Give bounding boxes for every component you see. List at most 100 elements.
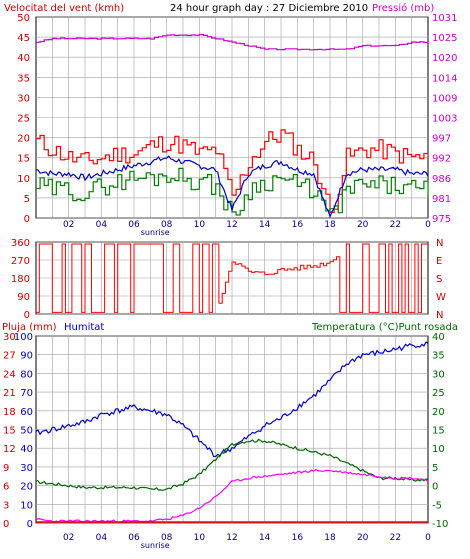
hour-tick-label: 20 [357,220,369,230]
dew-point-line [35,469,429,523]
compass-tick-label: N [436,310,443,321]
hour-tick-label: 22 [390,220,401,230]
wind-tick-label: 25 [17,114,30,125]
humidity-tick-label: 70 [20,388,33,399]
pressure-tick-label: 986 [432,174,451,185]
wind-axis-title: Velocitat del vent (kmh) [4,3,124,14]
humidity-tick-label: 30 [20,463,33,474]
hour-tick-label: 06 [128,220,140,230]
wind-direction-line [36,243,428,313]
hour-tick-label: 10 [194,533,206,543]
hour-tick-label: 22 [390,533,401,543]
wind-tick-label: 20 [17,134,30,145]
hour-tick-label: 02 [63,533,74,543]
compass-tick-label: N [436,238,443,249]
pressure-tick-label: 1031 [432,13,457,24]
sunrise-label: sunrise [141,541,170,550]
hour-tick-label: 10 [194,220,206,230]
sunrise-label: sunrise [141,228,170,237]
pressure-tick-label: 975 [432,214,451,225]
hour-tick-label: 18 [324,220,336,230]
rain-tick-label: 24 [3,369,16,380]
wind-gust-line [36,129,429,213]
humidity-line [35,341,429,458]
pressure-tick-label: 1014 [432,73,457,84]
midnight-tick-label: 0 [425,220,431,230]
wind-tick-label: 35 [17,73,30,84]
rain-tick-label: 27 [3,351,16,362]
compass-tick-label: E [436,256,442,267]
chart-title: 24 hour graph day : 27 Diciembre 2010 [170,3,368,14]
temperature-tick-label: -10 [432,519,448,530]
humidity-tick-label: 60 [20,407,33,418]
rain-tick-label: 12 [3,444,16,455]
hour-tick-label: 12 [226,533,237,543]
midnight-tick-label: 0 [425,533,431,543]
hour-tick-label: 04 [96,533,108,543]
compass-tick-label: W [436,292,446,303]
temperature-tick-label: 35 [432,351,445,362]
humidity-tick-label: 90 [20,351,33,362]
pressure-tick-label: 1003 [432,114,457,125]
temperature-tick-label: 30 [432,369,445,380]
rain-axis-title: Pluja (mm) [2,322,57,333]
rain-tick-label: 6 [3,482,9,493]
direction-tick-label: 360 [11,238,30,249]
hour-tick-label: 20 [357,533,369,543]
humidity-tick-label: 0 [27,519,33,530]
wind-tick-label: 10 [17,174,30,185]
rain-tick-label: 21 [3,388,16,399]
temperature-tick-label: 5 [432,463,438,474]
pressure-tick-label: 1025 [432,33,457,44]
wind-average-line [35,155,429,219]
hour-tick-label: 18 [324,533,336,543]
wind-tick-label: 50 [17,13,30,24]
hour-tick-label: 14 [259,220,271,230]
hour-tick-label: 12 [226,220,237,230]
pressure-tick-label: 981 [432,194,451,205]
pressure-axis-title: Pressió (mb) [372,2,434,14]
wind-tick-label: 45 [17,33,30,44]
hour-tick-label: 08 [161,533,173,543]
rain-tick-label: 0 [3,519,9,530]
wind-tick-label: 0 [24,214,30,225]
hour-tick-label: 02 [63,220,74,230]
pressure-tick-label: 997 [432,134,451,145]
hour-tick-label: 16 [292,220,304,230]
pressure-tick-label: 1009 [432,93,457,104]
temperature-tick-label: 10 [432,444,445,455]
temperature-tick-label: 0 [432,482,438,493]
humidity-tick-label: 10 [20,500,33,511]
wind-tick-label: 15 [17,154,30,165]
humidity-tick-label: 80 [20,369,33,380]
hour-tick-label: 08 [161,220,173,230]
humidity-tick-label: 40 [20,444,33,455]
rain-tick-label: 3 [3,500,9,511]
humidity-tick-label: 20 [20,482,33,493]
humidity-axis-title: Humitat [64,322,104,333]
temperature-tick-label: 20 [432,407,445,418]
pressure-line [36,33,429,51]
direction-tick-label: 90 [17,292,30,303]
grid-layer [36,16,428,524]
hour-tick-label: 06 [128,533,140,543]
humidity-tick-label: 50 [20,426,33,437]
series-layer [35,33,429,523]
rain-tick-label: 30 [3,332,16,343]
pressure-tick-label: 992 [432,154,451,165]
pressure-tick-label: 1020 [432,53,457,64]
rain-tick-label: 18 [3,407,16,418]
wind-tick-label: 5 [24,194,30,205]
direction-tick-label: 180 [11,274,30,285]
rain-tick-label: 15 [3,426,16,437]
hour-tick-label: 14 [259,533,271,543]
hour-tick-label: 16 [292,533,304,543]
wind-tick-label: 30 [17,93,30,104]
hour-tick-label: 04 [96,220,108,230]
temperature-tick-label: 15 [432,426,445,437]
compass-tick-label: S [436,274,442,285]
direction-tick-label: 270 [11,256,30,267]
temperature-tick-label: 25 [432,388,445,399]
